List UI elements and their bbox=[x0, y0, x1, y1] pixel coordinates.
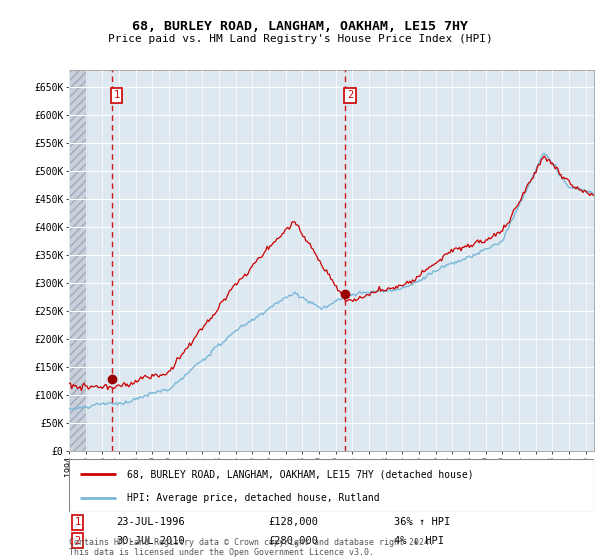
Text: Price paid vs. HM Land Registry's House Price Index (HPI): Price paid vs. HM Land Registry's House … bbox=[107, 34, 493, 44]
Text: 1: 1 bbox=[74, 517, 80, 528]
Bar bbox=[69, 70, 86, 451]
Text: 36% ↑ HPI: 36% ↑ HPI bbox=[395, 517, 451, 528]
Text: 23-JUL-1996: 23-JUL-1996 bbox=[116, 517, 185, 528]
Text: £280,000: £280,000 bbox=[269, 536, 319, 545]
Text: HPI: Average price, detached house, Rutland: HPI: Average price, detached house, Rutl… bbox=[127, 492, 379, 502]
Text: 30-JUL-2010: 30-JUL-2010 bbox=[116, 536, 185, 545]
Bar bbox=[69, 70, 86, 451]
Text: 2: 2 bbox=[74, 536, 80, 545]
Text: 68, BURLEY ROAD, LANGHAM, OAKHAM, LE15 7HY (detached house): 68, BURLEY ROAD, LANGHAM, OAKHAM, LE15 7… bbox=[127, 469, 473, 479]
Text: £128,000: £128,000 bbox=[269, 517, 319, 528]
Text: 4% ↓ HPI: 4% ↓ HPI bbox=[395, 536, 445, 545]
FancyBboxPatch shape bbox=[69, 459, 594, 512]
Text: 1: 1 bbox=[113, 90, 119, 100]
Text: 68, BURLEY ROAD, LANGHAM, OAKHAM, LE15 7HY: 68, BURLEY ROAD, LANGHAM, OAKHAM, LE15 7… bbox=[132, 20, 468, 32]
Text: 2: 2 bbox=[347, 90, 353, 100]
Text: Contains HM Land Registry data © Crown copyright and database right 2024.
This d: Contains HM Land Registry data © Crown c… bbox=[69, 538, 434, 557]
